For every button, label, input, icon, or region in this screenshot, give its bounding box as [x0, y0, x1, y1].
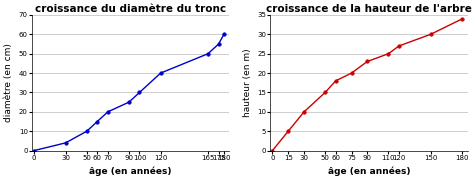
X-axis label: âge (en années): âge (en années) [328, 166, 410, 176]
X-axis label: âge (en années): âge (en années) [89, 166, 172, 176]
Y-axis label: hauteur (en m): hauteur (en m) [243, 48, 252, 117]
Title: croissance de la hauteur de l'arbre: croissance de la hauteur de l'arbre [266, 4, 472, 14]
Y-axis label: diamètre (en cm): diamètre (en cm) [4, 43, 13, 122]
Title: croissance du diamètre du tronc: croissance du diamètre du tronc [35, 4, 226, 14]
